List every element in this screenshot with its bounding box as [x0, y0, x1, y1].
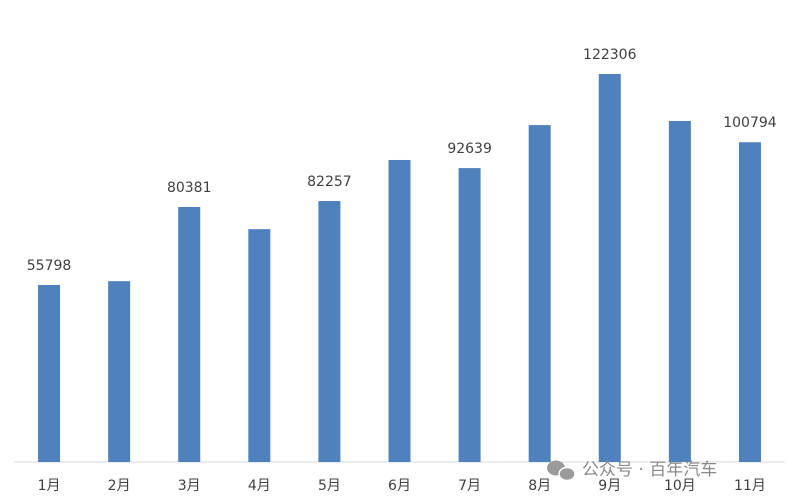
x-tick-label: 9月: [598, 478, 621, 494]
x-tick-label: 5月: [318, 478, 341, 494]
bar: [248, 229, 271, 462]
data-label: 82257: [307, 174, 352, 190]
x-tick-label: 7月: [458, 478, 481, 494]
bar: [738, 142, 761, 462]
data-label: 100794: [723, 115, 777, 131]
x-tick-label: 8月: [528, 478, 551, 494]
bar: [38, 284, 61, 462]
bar: [598, 73, 621, 463]
data-label: 80381: [167, 180, 212, 196]
bar: [388, 159, 411, 462]
bar: [108, 281, 131, 462]
watermark-icon: [547, 460, 576, 482]
bar: [318, 201, 341, 462]
bar: [458, 168, 481, 462]
x-tick-label: 1月: [38, 478, 61, 494]
bar: [668, 120, 691, 462]
x-tick-label: 6月: [388, 478, 411, 494]
watermark: 公众号 · 百年汽车: [582, 460, 717, 480]
x-tick-label: 3月: [178, 478, 201, 494]
x-tick-label: 10月: [664, 478, 696, 494]
data-label: 55798: [27, 258, 72, 274]
x-tick-label: 4月: [248, 478, 271, 494]
bar: [178, 206, 201, 462]
data-label: 92639: [447, 141, 492, 157]
x-tick-label: 11月: [734, 478, 766, 494]
x-tick-label: 2月: [108, 478, 131, 494]
data-label: 122306: [583, 47, 637, 63]
bar: [528, 125, 551, 462]
